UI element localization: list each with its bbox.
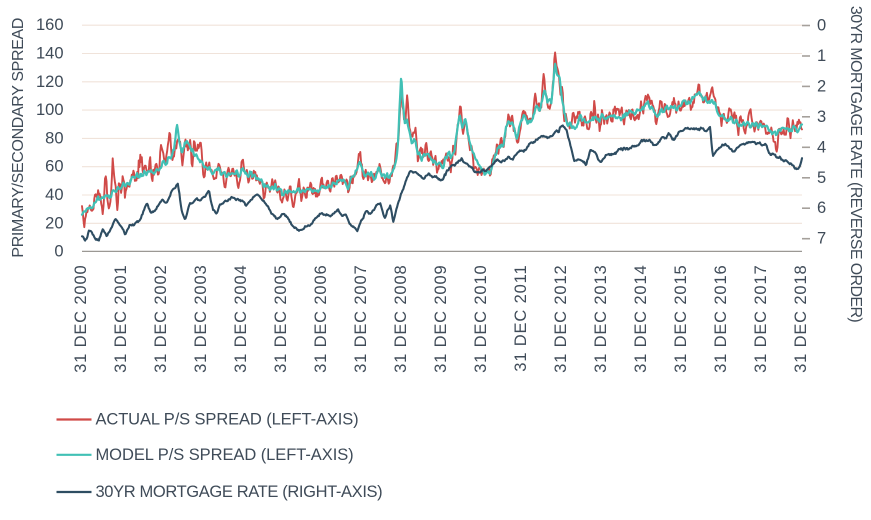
svg-text:0: 0 [817, 17, 826, 35]
svg-text:30YR MORTGAGE RATE (REVERSE OR: 30YR MORTGAGE RATE (REVERSE ORDER) [847, 6, 864, 322]
svg-text:2: 2 [817, 77, 826, 95]
svg-text:140: 140 [36, 45, 64, 63]
svg-text:31 DEC 2007: 31 DEC 2007 [352, 265, 370, 373]
svg-text:80: 80 [45, 129, 63, 147]
svg-text:31 DEC 2006: 31 DEC 2006 [312, 265, 330, 373]
svg-text:6: 6 [817, 199, 826, 217]
svg-text:31 DEC 2012: 31 DEC 2012 [552, 265, 570, 373]
svg-text:31 DEC 2009: 31 DEC 2009 [432, 265, 450, 373]
svg-text:31 DEC 2011: 31 DEC 2011 [512, 265, 530, 372]
svg-text:0: 0 [54, 243, 63, 261]
svg-text:7: 7 [817, 230, 826, 248]
svg-text:60: 60 [45, 158, 63, 176]
svg-text:3: 3 [817, 108, 826, 126]
svg-text:31 DEC 2004: 31 DEC 2004 [232, 265, 250, 373]
svg-text:31 DEC 2010: 31 DEC 2010 [472, 265, 490, 373]
svg-text:31 DEC 2000: 31 DEC 2000 [72, 265, 90, 373]
svg-text:31 DEC 2005: 31 DEC 2005 [272, 265, 290, 373]
svg-text:31 DEC 2015: 31 DEC 2015 [672, 265, 690, 373]
svg-text:31 DEC 2014: 31 DEC 2014 [632, 265, 650, 373]
svg-text:5: 5 [817, 169, 826, 187]
svg-text:31 DEC 2018: 31 DEC 2018 [792, 265, 810, 373]
svg-text:4: 4 [817, 138, 826, 156]
svg-text:ACTUAL P/S SPREAD (LEFT-AXIS): ACTUAL P/S SPREAD (LEFT-AXIS) [96, 411, 359, 429]
svg-text:31 DEC 2003: 31 DEC 2003 [192, 265, 210, 373]
svg-text:31 DEC 2001: 31 DEC 2001 [112, 265, 130, 373]
svg-text:31 DEC 2013: 31 DEC 2013 [592, 265, 610, 373]
svg-text:31 DEC 2016: 31 DEC 2016 [712, 265, 730, 373]
svg-text:31 DEC 2008: 31 DEC 2008 [392, 265, 410, 373]
svg-text:20: 20 [45, 214, 63, 232]
svg-text:31 DEC 2017: 31 DEC 2017 [752, 265, 770, 373]
svg-text:30YR MORTGAGE RATE (RIGHT-AXIS: 30YR MORTGAGE RATE (RIGHT-AXIS) [96, 483, 383, 501]
svg-text:PRIMARY/SECONDARY SPREAD: PRIMARY/SECONDARY SPREAD [10, 18, 27, 258]
svg-text:1: 1 [817, 47, 826, 65]
svg-text:MODEL P/S SPREAD (LEFT-AXIS): MODEL P/S SPREAD (LEFT-AXIS) [96, 446, 354, 464]
svg-text:31 DEC 2002: 31 DEC 2002 [152, 265, 170, 373]
svg-text:120: 120 [36, 73, 64, 91]
svg-text:160: 160 [36, 16, 64, 34]
svg-text:100: 100 [36, 101, 64, 119]
svg-text:40: 40 [45, 186, 63, 204]
